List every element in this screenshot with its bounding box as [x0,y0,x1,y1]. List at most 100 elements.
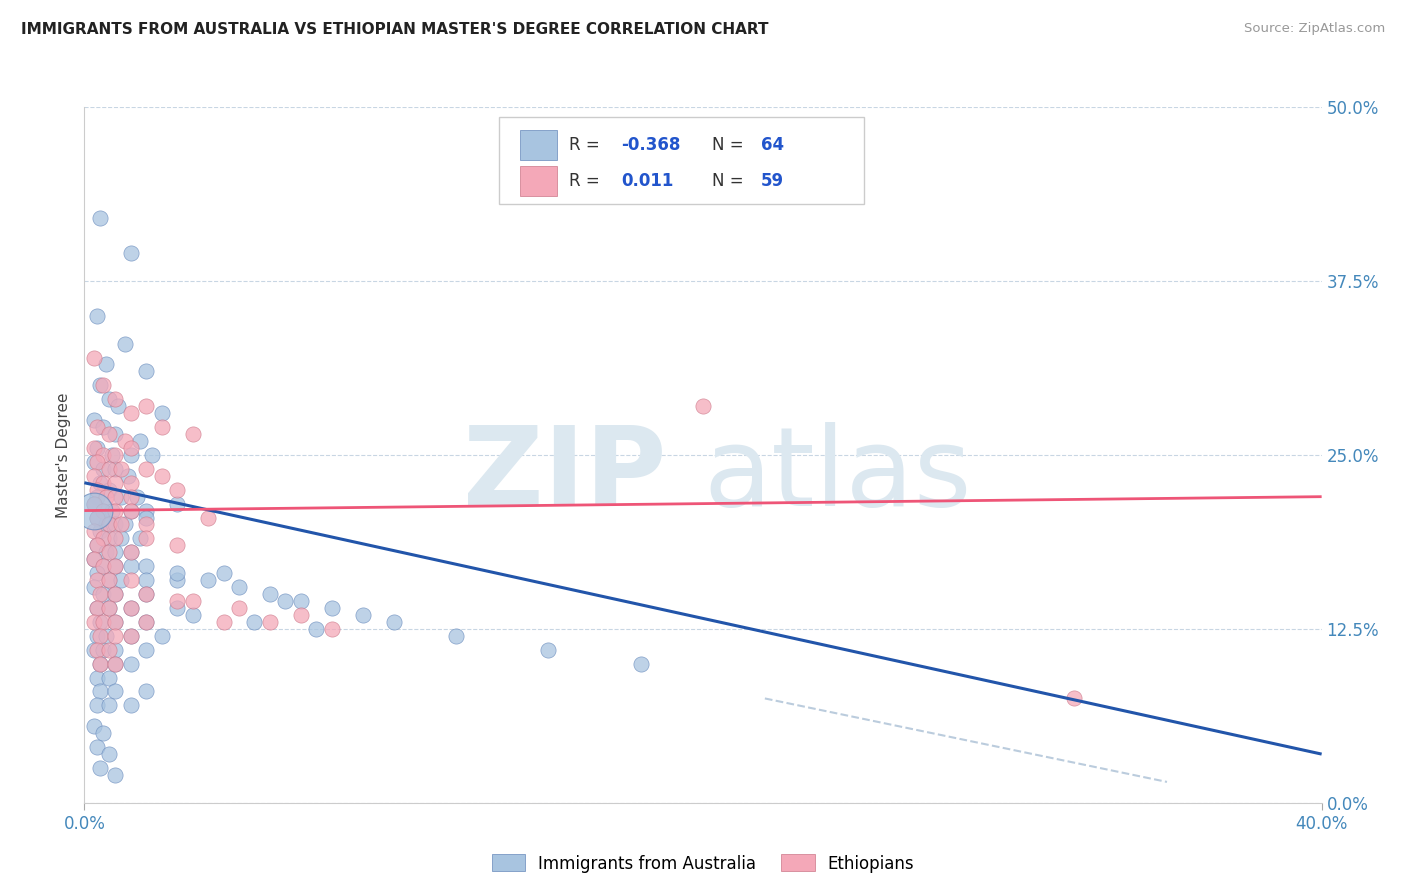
Point [86,441,108,455]
Point [104,517,127,532]
Point [104,684,127,698]
Point [86,573,108,587]
Point [150,468,173,483]
Text: ZIP: ZIP [463,422,666,529]
Point [98,532,121,546]
Point [83,524,105,539]
Point [259,615,281,629]
Point [129,532,152,546]
Point [135,684,157,698]
Text: N =: N = [711,172,748,190]
Point [86,566,108,581]
Point [120,559,142,574]
Point [83,642,105,657]
Point [98,573,121,587]
Point [114,434,136,448]
FancyBboxPatch shape [520,166,557,195]
Point [91,587,114,601]
Point [104,615,127,629]
Point [83,503,105,517]
Point [86,671,108,685]
Text: N =: N = [711,136,748,154]
Point [166,566,188,581]
Point [101,448,124,462]
Point [104,448,127,462]
Point [83,497,105,511]
Point [630,657,652,671]
Point [120,601,142,615]
Point [89,587,111,601]
Point [89,524,111,539]
Point [104,629,127,643]
Point [104,642,127,657]
Point [83,468,105,483]
Text: R =: R = [569,136,606,154]
Point [98,601,121,615]
Point [91,642,114,657]
Point [135,510,157,524]
Point [290,607,312,622]
Point [135,532,157,546]
Point [86,642,108,657]
Point [86,420,108,434]
Point [135,503,157,517]
Point [86,601,108,615]
Point [91,448,114,462]
Point [98,427,121,442]
Point [135,462,157,476]
Point [98,392,121,407]
FancyBboxPatch shape [499,118,863,204]
Point [120,601,142,615]
Point [104,427,127,442]
Point [243,615,266,629]
Point [94,490,117,504]
Point [120,545,142,559]
Point [228,580,250,594]
Point [104,545,127,559]
Point [98,698,121,713]
Point [91,503,114,517]
Text: R =: R = [569,172,606,190]
Point [83,351,105,365]
Point [104,587,127,601]
Point [89,657,111,671]
Point [120,490,142,504]
Point [141,448,163,462]
Point [135,587,157,601]
Point [86,740,108,755]
Point [166,497,188,511]
Point [94,545,117,559]
Point [110,532,132,546]
Point [125,490,148,504]
Text: 59: 59 [761,172,785,190]
Point [91,726,114,740]
Point [98,601,121,615]
Point [83,497,105,511]
Point [86,490,108,504]
Point [166,594,188,608]
Point [86,455,108,469]
Point [89,761,111,775]
Point [104,768,127,782]
Point [290,594,312,608]
Point [110,490,132,504]
Point [120,441,142,455]
Point [86,538,108,552]
Point [91,420,114,434]
Point [120,629,142,643]
Point [104,462,127,476]
Point [135,364,157,378]
Text: -0.368: -0.368 [621,136,681,154]
Point [86,510,108,524]
Point [110,462,132,476]
Point [94,517,117,532]
Point [98,483,121,497]
Point [110,517,132,532]
Point [89,657,111,671]
Point [135,573,157,587]
Point [83,615,105,629]
Point [89,211,111,226]
Point [181,594,204,608]
Point [86,601,108,615]
Point [692,399,714,413]
